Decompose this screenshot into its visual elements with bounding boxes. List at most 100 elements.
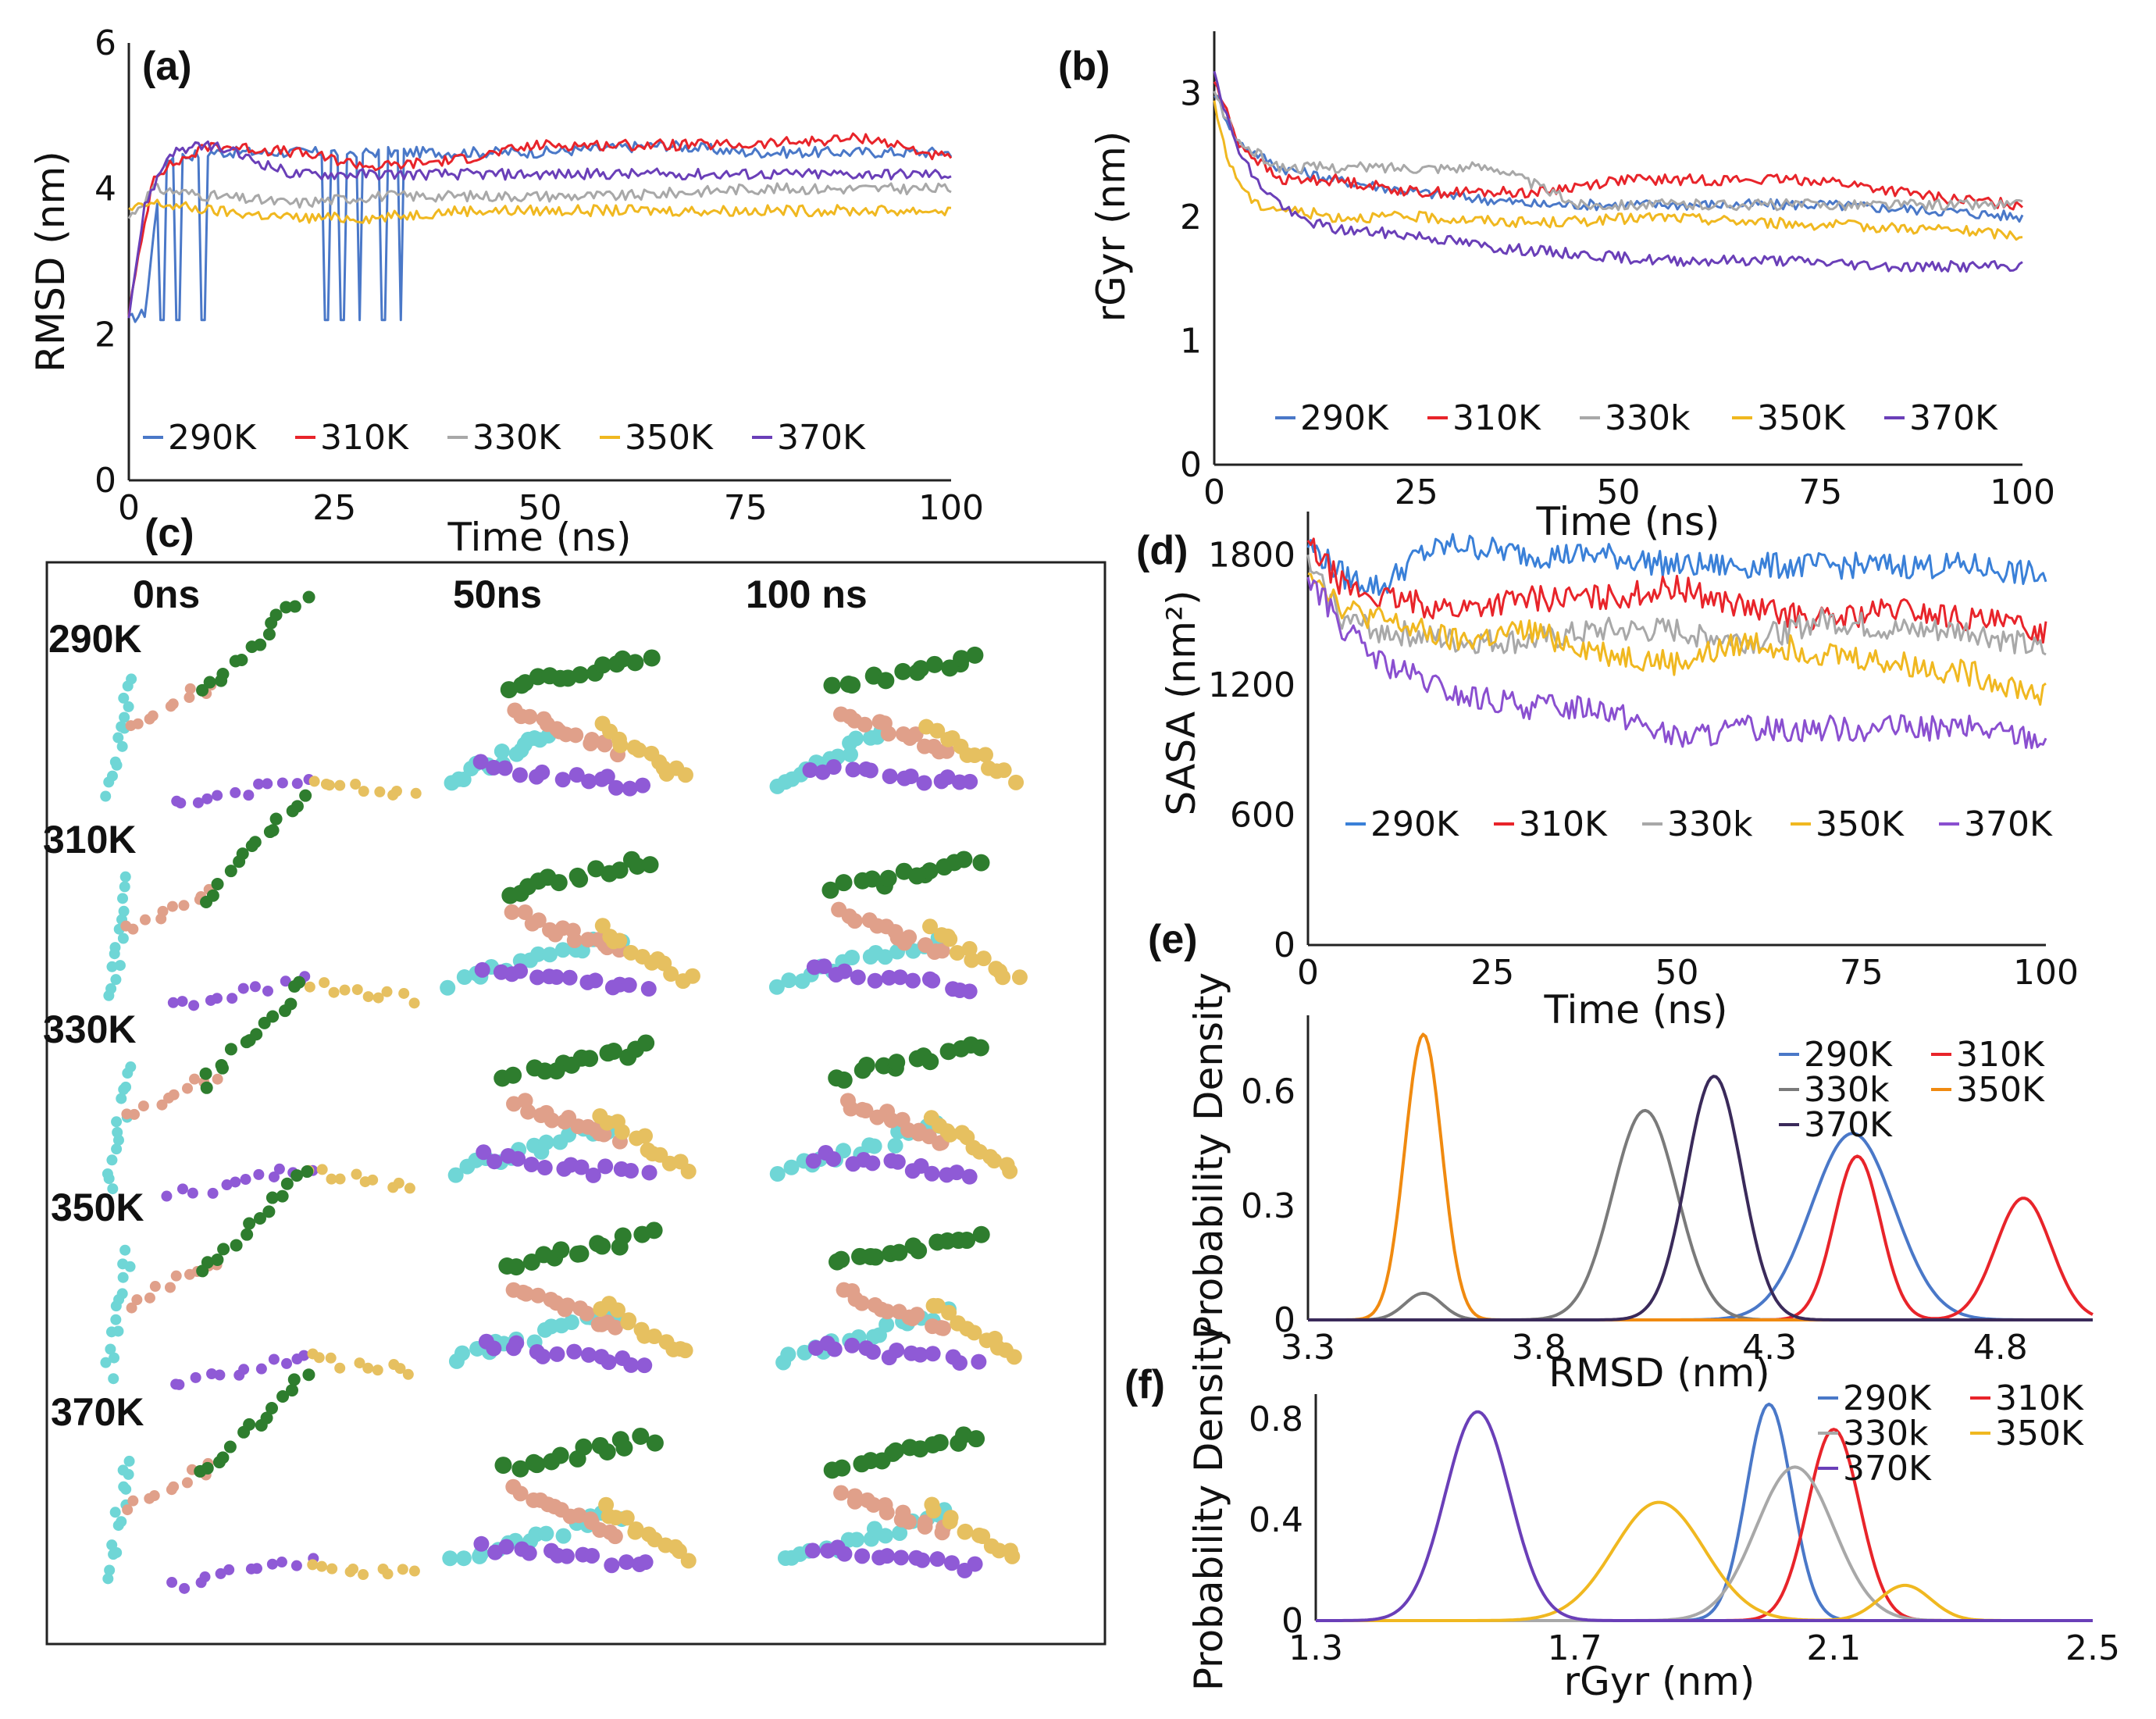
atom-bead [262, 985, 273, 997]
atom-bead [835, 1071, 853, 1089]
atom-bead [254, 638, 267, 651]
atom-bead [935, 1320, 951, 1336]
atom-bead [181, 1477, 193, 1489]
atom-bead [882, 768, 898, 784]
atom-bead [575, 1438, 593, 1456]
atom-bead [504, 1066, 522, 1084]
atom-bead [910, 1242, 928, 1260]
atom-bead [119, 871, 131, 883]
atom-bead [968, 1430, 985, 1448]
atom-bead [116, 721, 127, 733]
atom-bead [111, 1143, 123, 1155]
atom-bead [456, 969, 472, 986]
atom-bead [287, 1373, 301, 1386]
atom-bead [253, 778, 265, 790]
atom-bead [280, 1177, 294, 1190]
x-tick-label: 1.7 [1548, 1628, 1602, 1668]
atom-bead [112, 1126, 123, 1138]
atom-bead [187, 1187, 198, 1199]
atom-bead [521, 1545, 537, 1561]
atom-bead [572, 666, 590, 684]
legend-entry-330k: 330k [1843, 1414, 1929, 1453]
atom-bead [962, 773, 978, 790]
atom-bead [144, 1292, 155, 1304]
atom-bead [325, 1352, 337, 1364]
atom-bead [857, 1102, 874, 1118]
x-tick-label: 25 [1470, 953, 1514, 993]
atom-bead [677, 1343, 693, 1359]
atom-bead [221, 1179, 233, 1191]
atom-bead [597, 1158, 614, 1175]
x-tick-label: 50 [519, 488, 562, 528]
atom-bead [358, 1569, 369, 1581]
atom-bead [367, 1174, 379, 1186]
atom-bead [925, 1503, 942, 1519]
atom-bead [217, 1243, 230, 1256]
legend-entry-330k: 330k [1804, 1070, 1890, 1110]
atom-bead [408, 997, 420, 1009]
atom-bead [508, 1258, 526, 1276]
atom-bead [110, 974, 122, 986]
atom-bead [235, 654, 248, 667]
atom-bead [339, 984, 351, 996]
atom-bead [260, 1411, 273, 1425]
atom-bead [889, 1154, 906, 1170]
atom-bead [273, 1163, 285, 1175]
legend-entry-370k: 370K [1909, 398, 1998, 438]
atom-bead [903, 768, 919, 784]
x-tick-label: 100 [2013, 953, 2079, 993]
atom-bead [137, 1100, 149, 1112]
series-line-370k [1306, 576, 2047, 750]
atom-bead [176, 996, 188, 1008]
atom-bead [166, 901, 178, 912]
atom-bead [552, 1241, 570, 1259]
atom-bead [372, 992, 384, 1004]
atom-bead [109, 1352, 120, 1364]
atom-bead [255, 1363, 267, 1375]
series-line-350k [1307, 572, 2047, 706]
atom-bead [253, 1211, 266, 1225]
y-axis-label: rGyr (nm) [1089, 131, 1134, 323]
atom-bead [182, 1082, 194, 1094]
atom-bead [192, 797, 204, 808]
atom-bead [381, 986, 393, 997]
atom-bead [216, 1451, 230, 1464]
atom-bead [584, 1547, 600, 1564]
atom-bead [104, 1564, 116, 1576]
atom-bead [879, 869, 897, 887]
atom-bead [889, 1342, 905, 1358]
atom-bead [600, 1354, 617, 1371]
temp-label-350k: 350K [51, 1186, 144, 1229]
atom-bead [881, 969, 897, 986]
atom-bead [941, 1304, 957, 1321]
atom-bead [833, 1485, 850, 1501]
atom-bead [442, 1550, 458, 1567]
x-tick-label: 75 [1798, 473, 1842, 512]
atom-bead [949, 1164, 965, 1181]
atom-bead [536, 1160, 553, 1176]
atom-bead [504, 904, 520, 920]
atom-bead [1004, 1548, 1021, 1564]
x-tick-label: 2.5 [2065, 1628, 2120, 1668]
atom-bead [288, 600, 301, 613]
series-line-330k [1308, 1108, 2093, 1321]
y-tick-label: 0 [1281, 1601, 1303, 1641]
atom-bead [127, 923, 139, 935]
atom-bead [554, 942, 571, 958]
y-tick-label: 4 [94, 169, 116, 209]
atom-bead [212, 790, 223, 801]
atom-bead [200, 1081, 213, 1094]
atom-bead [157, 905, 169, 917]
atom-bead [498, 1539, 515, 1555]
atom-bead [977, 747, 993, 763]
atom-bead [615, 1439, 633, 1457]
atom-bead [587, 972, 604, 989]
legend-entry-310k: 310K [1452, 398, 1541, 438]
atom-bead [286, 1384, 299, 1397]
atom-bead [917, 1518, 933, 1535]
atom-bead [597, 736, 613, 753]
atom-bead [857, 1057, 875, 1075]
atom-bead [189, 1073, 201, 1085]
x-tick-label: 50 [1655, 953, 1699, 993]
atom-bead [518, 1286, 534, 1302]
